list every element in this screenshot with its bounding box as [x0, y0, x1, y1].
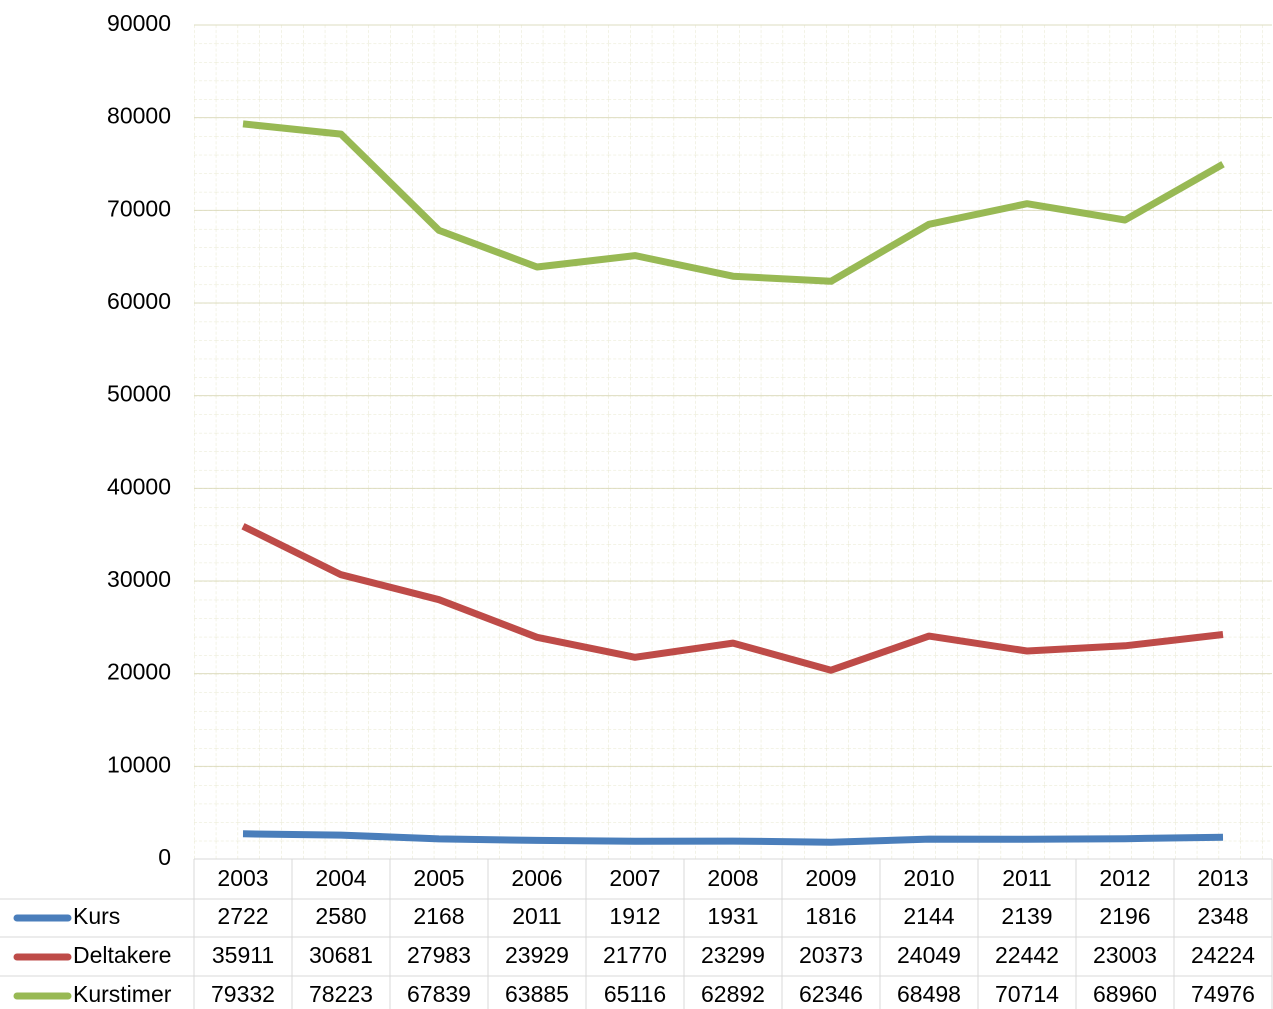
x-tick-label: 2013 — [1197, 865, 1248, 891]
table-value: 2580 — [315, 903, 366, 929]
x-tick-label: 2012 — [1099, 865, 1150, 891]
series-line — [242, 120, 1225, 285]
y-tick-label: 0 — [158, 844, 171, 870]
x-tick-label: 2004 — [315, 865, 366, 891]
table-value: 65116 — [604, 981, 666, 1007]
table-value: 20373 — [799, 942, 863, 968]
y-tick-label: 40000 — [107, 473, 171, 499]
y-tick-label: 50000 — [107, 381, 171, 407]
y-tick-label: 80000 — [107, 103, 171, 129]
x-tick-label: 2006 — [511, 865, 562, 891]
x-tick-label: 2010 — [903, 865, 954, 891]
y-tick-label: 30000 — [107, 566, 171, 592]
table-value: 2139 — [1001, 903, 1052, 929]
table-value: 68960 — [1093, 981, 1157, 1007]
table-value: 62346 — [799, 981, 863, 1007]
series-line — [241, 523, 1224, 674]
table-value: 23929 — [505, 942, 569, 968]
table-value: 23003 — [1093, 942, 1157, 968]
table-value: 24049 — [897, 942, 961, 968]
table-value: 2348 — [1197, 903, 1248, 929]
y-tick-label: 20000 — [107, 659, 171, 685]
table-value: 21770 — [603, 942, 667, 968]
table-value: 1816 — [805, 903, 856, 929]
legend-label: Deltakere — [73, 942, 171, 968]
table-value: 24224 — [1191, 942, 1255, 968]
x-tick-label: 2005 — [413, 865, 464, 891]
y-tick-label: 10000 — [107, 751, 171, 777]
table-value: 35911 — [212, 942, 274, 968]
table-value: 79332 — [211, 981, 275, 1007]
table-value: 2196 — [1099, 903, 1150, 929]
table-value: 67839 — [407, 981, 471, 1007]
x-tick-label: 2008 — [707, 865, 758, 891]
table-value: 22442 — [995, 942, 1059, 968]
y-tick-label: 70000 — [107, 195, 171, 221]
table-value: 30681 — [309, 942, 373, 968]
x-tick-label: 2007 — [609, 865, 660, 891]
y-tick-label: 60000 — [107, 288, 171, 314]
table-value: 1931 — [707, 903, 758, 929]
table-value: 2722 — [217, 903, 268, 929]
table-value: 2011 — [512, 903, 561, 929]
table-value: 78223 — [309, 981, 373, 1007]
table-value: 68498 — [897, 981, 961, 1007]
table-value: 2168 — [413, 903, 464, 929]
table-value: 1912 — [609, 903, 660, 929]
table-value: 2144 — [903, 903, 954, 929]
y-tick-label: 90000 — [107, 10, 171, 36]
x-tick-label: 2011 — [1002, 865, 1051, 891]
table-value: 62892 — [701, 981, 765, 1007]
x-tick-label: 2003 — [217, 865, 268, 891]
table-value: 74976 — [1191, 981, 1255, 1007]
legend-label: Kurs — [73, 903, 120, 929]
table-value: 27983 — [407, 942, 471, 968]
series-line — [242, 830, 1224, 846]
x-tick-label: 2009 — [805, 865, 856, 891]
table-value: 70714 — [995, 981, 1059, 1007]
legend-label: Kurstimer — [73, 981, 172, 1007]
table-value: 23299 — [701, 942, 765, 968]
table-value: 63885 — [505, 981, 569, 1007]
